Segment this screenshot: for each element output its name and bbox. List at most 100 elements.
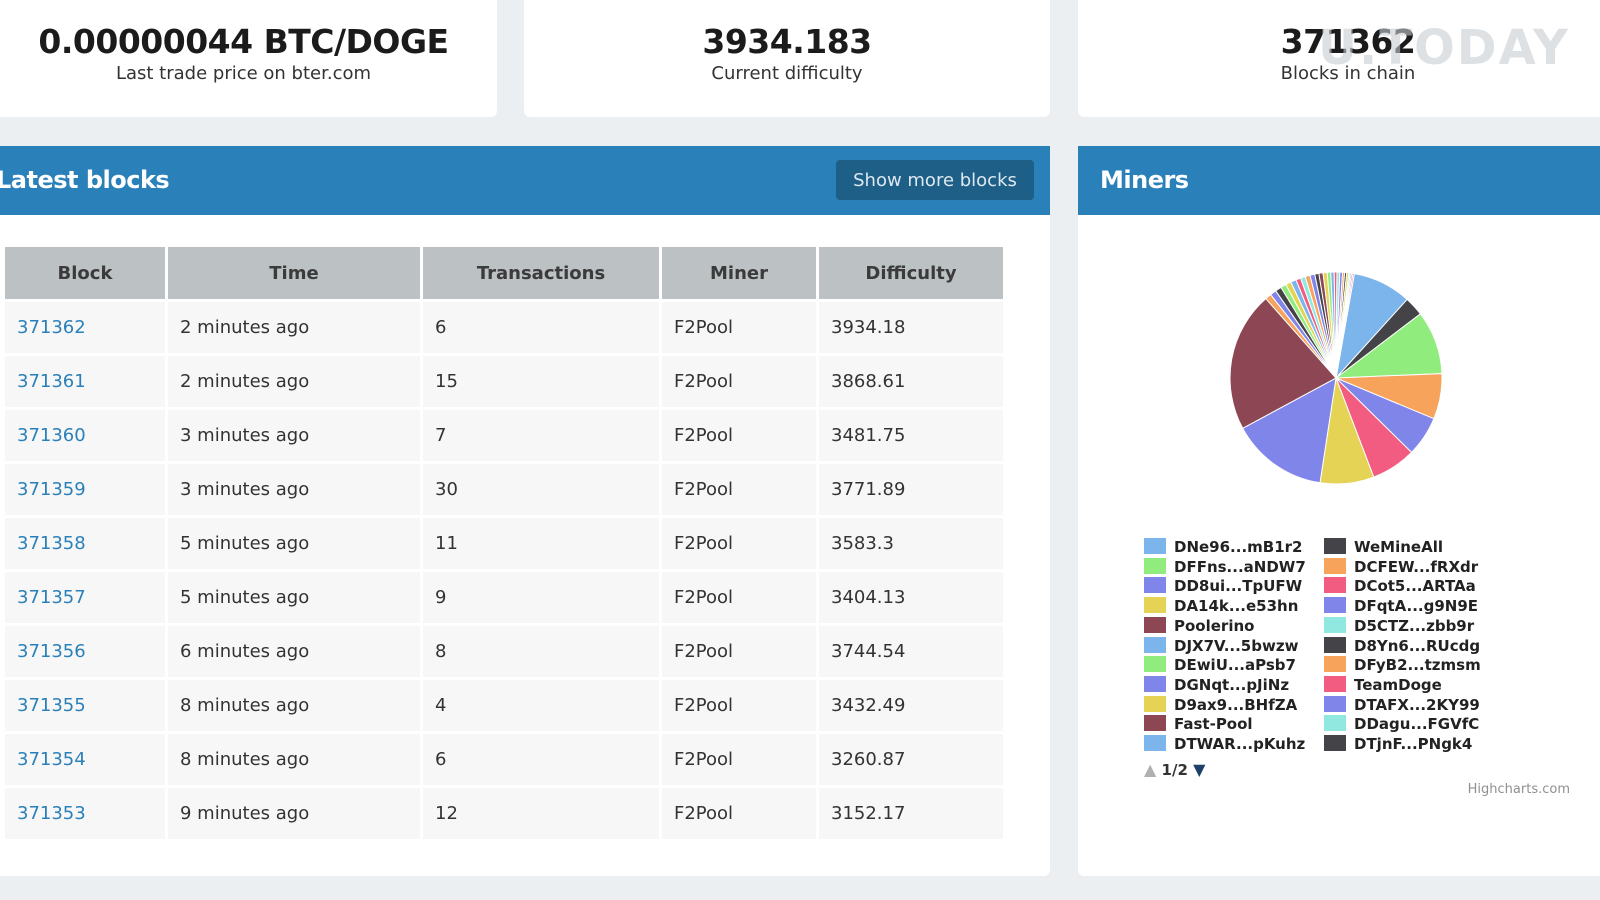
legend-item[interactable]: DGNqt...pJiNz: [1144, 675, 1290, 696]
block-difficulty: 3260.87: [819, 734, 1003, 785]
legend-item[interactable]: Fast-Pool: [1144, 715, 1253, 735]
block-link[interactable]: 371355: [5, 680, 165, 731]
show-more-blocks-button[interactable]: Show more blocks: [836, 160, 1034, 200]
block-link[interactable]: 371360: [5, 410, 165, 461]
block-time: 6 minutes ago: [168, 626, 420, 677]
legend-page-down-icon[interactable]: ▼: [1193, 760, 1206, 779]
legend-item[interactable]: DTAFX...2KY99: [1324, 695, 1480, 716]
legend-swatch: [1324, 616, 1346, 633]
legend-label: DGNqt...pJiNz: [1174, 675, 1290, 694]
legend-item[interactable]: DNe96...mB1r2: [1144, 538, 1302, 558]
difficulty-card: 3934.183 Current difficulty: [524, 0, 1050, 117]
block-link[interactable]: 371354: [5, 734, 165, 785]
legend-item[interactable]: D9ax9...BHfZA: [1144, 695, 1298, 716]
legend-item[interactable]: DCot5...ARTAa: [1324, 577, 1476, 597]
legend-label: D9ax9...BHfZA: [1174, 695, 1298, 714]
block-miner: F2Pool: [662, 788, 816, 839]
block-link[interactable]: 371362: [5, 302, 165, 353]
miners-title: Miners: [1100, 166, 1189, 194]
legend-swatch: [1144, 675, 1166, 692]
legend-item[interactable]: TeamDoge: [1324, 675, 1442, 696]
legend-item[interactable]: Poolerino: [1144, 616, 1255, 637]
block-difficulty: 3481.75: [819, 410, 1003, 461]
pie-slice[interactable]: [1335, 272, 1355, 379]
latest-blocks-panel: Latest blocks Show more blocks Block Tim…: [0, 146, 1050, 876]
table-row[interactable]: 371358 5 minutes ago 11 F2Pool 3583.3: [5, 518, 1003, 569]
block-time: 9 minutes ago: [168, 788, 420, 839]
legend-item[interactable]: DTWAR...pKuhz: [1144, 735, 1305, 755]
block-time: 8 minutes ago: [168, 734, 420, 785]
watermark-logo: U.TODAY: [1318, 20, 1570, 76]
block-link[interactable]: 371358: [5, 518, 165, 569]
legend-item[interactable]: DD8ui...TpUFW: [1144, 577, 1302, 597]
legend-label: DTAFX...2KY99: [1354, 695, 1480, 714]
legend-label: TeamDoge: [1354, 675, 1442, 694]
legend-item[interactable]: DCFEW...fRXdr: [1324, 557, 1479, 578]
legend-item[interactable]: DTjnF...PNgk4: [1324, 735, 1472, 755]
column-header-miner[interactable]: Miner: [662, 247, 816, 299]
block-link[interactable]: 371356: [5, 626, 165, 677]
legend-item[interactable]: DDagu...FGVfC: [1324, 715, 1479, 735]
price-label: Last trade price on bter.com: [115, 63, 372, 84]
legend-item[interactable]: DFqtA...g9N9E: [1324, 597, 1478, 617]
table-row[interactable]: 371359 3 minutes ago 30 F2Pool 3771.89: [5, 464, 1003, 515]
legend-swatch: [1324, 636, 1346, 653]
block-transactions: 6: [423, 734, 659, 785]
block-miner: F2Pool: [662, 680, 816, 731]
block-transactions: 11: [423, 518, 659, 569]
legend-item[interactable]: D5CTZ...zbb9r: [1324, 616, 1475, 637]
block-miner: F2Pool: [662, 626, 816, 677]
legend-item[interactable]: WeMineAll: [1324, 538, 1443, 558]
difficulty-value: 3934.183: [702, 22, 872, 61]
legend-label: DTjnF...PNgk4: [1354, 735, 1473, 753]
column-header-transactions[interactable]: Transactions: [423, 247, 659, 299]
legend-label: DTWAR...pKuhz: [1174, 735, 1306, 753]
pie-slice[interactable]: [1242, 377, 1337, 484]
price-value: 0.00000044 BTC/DOGE: [38, 22, 449, 61]
legend-item[interactable]: DEwiU...aPsb7: [1144, 656, 1296, 676]
block-time: 2 minutes ago: [168, 356, 420, 407]
table-row[interactable]: 371353 9 minutes ago 12 F2Pool 3152.17: [5, 788, 1003, 839]
column-header-block[interactable]: Block: [5, 247, 165, 299]
legend-item[interactable]: DFFns...aNDW7: [1144, 557, 1306, 578]
legend-label: D5CTZ...zbb9r: [1354, 616, 1475, 635]
block-transactions: 15: [423, 356, 659, 407]
pie-slice[interactable]: [1229, 297, 1337, 429]
block-miner: F2Pool: [662, 572, 816, 623]
legend-label: DCFEW...fRXdr: [1354, 557, 1479, 576]
block-link[interactable]: 371357: [5, 572, 165, 623]
legend-item[interactable]: DA14k...e53hn: [1144, 597, 1298, 617]
legend-swatch: [1324, 735, 1346, 751]
block-link[interactable]: 371359: [5, 464, 165, 515]
block-difficulty: 3152.17: [819, 788, 1003, 839]
block-transactions: 4: [423, 680, 659, 731]
blocks-label: Blocks in chain: [1280, 63, 1416, 84]
table-row[interactable]: 371362 2 minutes ago 6 F2Pool 3934.18: [5, 302, 1003, 353]
legend-label: DDagu...FGVfC: [1354, 715, 1480, 734]
table-row[interactable]: 371355 8 minutes ago 4 F2Pool 3432.49: [5, 680, 1003, 731]
column-header-difficulty[interactable]: Difficulty: [819, 247, 1003, 299]
table-row[interactable]: 371360 3 minutes ago 7 F2Pool 3481.75: [5, 410, 1003, 461]
legend-swatch: [1144, 538, 1166, 554]
legend-swatch: [1144, 735, 1166, 751]
table-row[interactable]: 371356 6 minutes ago 8 F2Pool 3744.54: [5, 626, 1003, 677]
block-miner: F2Pool: [662, 518, 816, 569]
highcharts-credits[interactable]: Highcharts.com: [1467, 782, 1570, 797]
legend-page-up-icon[interactable]: ▲: [1144, 760, 1157, 779]
block-link[interactable]: 371361: [5, 356, 165, 407]
legend-item[interactable]: DJX7V...5bwzw: [1144, 636, 1298, 657]
legend-item[interactable]: D8Yn6...RUcdg: [1324, 636, 1480, 657]
legend-label: DFFns...aNDW7: [1174, 557, 1306, 576]
block-transactions: 6: [423, 302, 659, 353]
table-row[interactable]: 371361 2 minutes ago 15 F2Pool 3868.61: [5, 356, 1003, 407]
legend-label: Poolerino: [1174, 616, 1255, 635]
table-row[interactable]: 371357 5 minutes ago 9 F2Pool 3404.13: [5, 572, 1003, 623]
column-header-time[interactable]: Time: [168, 247, 420, 299]
legend-item[interactable]: DFyB2...tzmsm: [1324, 656, 1481, 676]
legend-swatch: [1324, 695, 1346, 712]
block-link[interactable]: 371353: [5, 788, 165, 839]
table-row[interactable]: 371354 8 minutes ago 6 F2Pool 3260.87: [5, 734, 1003, 785]
legend-swatch: [1144, 636, 1166, 653]
miners-panel: Miners DNe96...mB1r2 DFFns...aNDW7 DD8ui..…: [1078, 146, 1600, 876]
legend-swatch: [1144, 656, 1166, 673]
